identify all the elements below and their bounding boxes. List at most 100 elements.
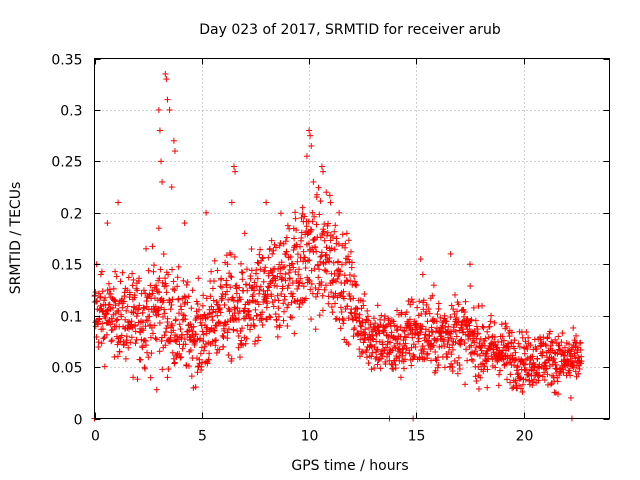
data-point (462, 381, 469, 388)
data-point (160, 251, 167, 258)
data-point (253, 312, 260, 319)
data-point (143, 245, 149, 252)
data-point (214, 267, 221, 274)
data-point (544, 381, 551, 388)
data-point (323, 244, 330, 251)
data-point (112, 302, 119, 309)
data-point (129, 282, 136, 289)
data-point (300, 283, 307, 290)
data-point (306, 257, 313, 264)
data-point (178, 306, 185, 313)
y-tick-label: 0.35 (51, 53, 82, 69)
data-point (179, 332, 186, 339)
data-point (419, 323, 426, 330)
data-point (326, 254, 333, 261)
data-point (163, 289, 170, 296)
data-point (468, 316, 475, 323)
data-point (332, 222, 339, 229)
data-point (242, 340, 249, 347)
data-point (346, 271, 353, 278)
data-point (137, 356, 144, 363)
data-point (477, 374, 484, 381)
data-point (215, 302, 222, 309)
data-point (313, 248, 320, 255)
data-point (367, 321, 374, 328)
data-point (153, 285, 160, 292)
data-point (404, 321, 411, 328)
data-point (147, 374, 154, 381)
data-point (132, 340, 139, 347)
data-point (456, 366, 463, 373)
data-point (161, 306, 168, 313)
data-point (120, 298, 127, 305)
data-point (499, 333, 506, 340)
data-point (182, 341, 189, 348)
data-point (318, 278, 325, 285)
data-point (430, 282, 437, 289)
data-point (111, 353, 118, 360)
data-point (415, 335, 422, 342)
data-point (195, 363, 202, 370)
data-point (550, 356, 557, 363)
data-point (316, 211, 323, 218)
data-point (302, 295, 309, 302)
data-point (526, 361, 533, 368)
data-point (361, 335, 368, 342)
data-point (188, 305, 195, 312)
data-point (149, 243, 156, 250)
data-point (548, 338, 555, 345)
data-point (576, 366, 583, 373)
data-point (577, 339, 584, 346)
data-point (139, 319, 146, 326)
data-point (159, 366, 166, 373)
data-point (310, 237, 317, 244)
data-point (392, 344, 399, 351)
data-point (365, 317, 372, 324)
data-point (231, 253, 238, 260)
data-point (309, 218, 316, 225)
data-point (179, 345, 186, 352)
data-point (226, 270, 233, 277)
data-point (152, 335, 159, 342)
data-point (188, 373, 195, 380)
data-point (453, 314, 460, 321)
data-point (502, 320, 509, 327)
data-point (214, 301, 221, 308)
data-point (222, 321, 229, 328)
data-point (444, 341, 451, 348)
data-point (445, 334, 452, 341)
data-point (430, 342, 437, 349)
data-point (209, 309, 216, 316)
data-point (259, 254, 266, 261)
data-point (315, 184, 322, 191)
data-point (437, 330, 444, 337)
data-point (368, 366, 375, 373)
data-point (291, 235, 298, 242)
data-point (449, 346, 456, 353)
data-point (423, 308, 430, 315)
data-point (250, 322, 257, 329)
data-point (155, 305, 162, 312)
data-point (458, 336, 465, 343)
data-point (508, 340, 515, 347)
data-point (234, 297, 241, 304)
data-point (497, 367, 504, 374)
data-point (344, 303, 351, 310)
data-point (240, 342, 247, 349)
data-point (295, 279, 302, 286)
data-point (512, 349, 519, 356)
data-point (541, 360, 548, 367)
data-point (313, 221, 320, 228)
data-point (254, 275, 261, 282)
x-tick-label: 20 (516, 429, 534, 445)
data-point (328, 304, 335, 311)
data-point (225, 296, 232, 303)
data-point (151, 322, 158, 329)
plot-frame (94, 58, 610, 419)
data-point (494, 357, 501, 364)
data-point (437, 314, 444, 321)
data-point (233, 290, 240, 297)
data-point (426, 333, 433, 340)
data-point (230, 163, 237, 170)
data-point (484, 384, 491, 391)
